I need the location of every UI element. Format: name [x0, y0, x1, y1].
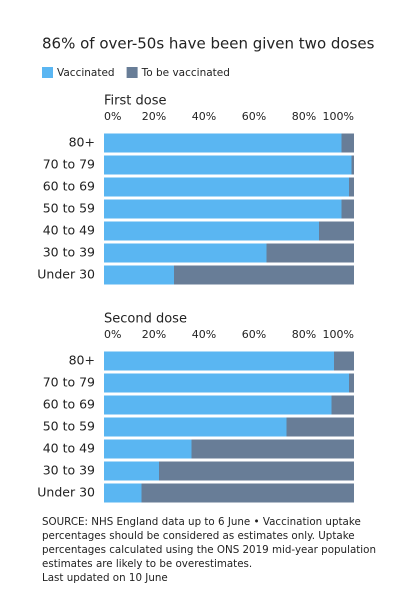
- bar-segment: [341, 133, 354, 153]
- x-tick-label: 20%: [142, 328, 166, 341]
- x-tick-label: 40%: [192, 328, 216, 341]
- bar-segment: [349, 373, 354, 393]
- bar-segment: [104, 439, 192, 459]
- category-label: 30 to 39: [43, 463, 95, 478]
- source-note: percentages should be considered as esti…: [42, 530, 355, 542]
- bar-segment: [104, 133, 342, 153]
- x-tick-label: 20%: [142, 110, 166, 123]
- x-tick-label: 100%: [323, 328, 354, 341]
- bar-segment: [159, 461, 354, 481]
- bar-segment: [191, 439, 354, 459]
- bar-segment: [104, 417, 287, 437]
- legend-label: Vaccinated: [57, 67, 115, 79]
- x-tick-label: 40%: [192, 110, 216, 123]
- bar-segment: [104, 373, 349, 393]
- source-note: estimates are likely to be overestimates…: [42, 558, 252, 570]
- category-label: Under 30: [37, 267, 95, 282]
- legend-swatch: [42, 67, 53, 78]
- category-label: 60 to 69: [43, 179, 95, 194]
- x-tick-label: 100%: [323, 110, 354, 123]
- legend-swatch: [126, 67, 138, 78]
- bar-segment: [104, 265, 174, 285]
- category-label: 50 to 59: [43, 201, 95, 216]
- bar-segment: [104, 483, 142, 503]
- bar-segment: [141, 483, 354, 503]
- category-label: 50 to 59: [43, 419, 95, 434]
- subtitle: Second dose: [104, 312, 187, 327]
- bar-segment: [341, 199, 354, 219]
- source-note: SOURCE: NHS England data up to 6 June • …: [42, 516, 361, 528]
- x-tick-label: 60%: [242, 110, 266, 123]
- bar-segment: [319, 221, 354, 241]
- bar-segment: [104, 351, 334, 371]
- source-note: Last updated on 10 June: [42, 572, 168, 584]
- category-label: Under 30: [37, 485, 95, 500]
- bar-segment: [104, 155, 352, 175]
- source-note: percentages calculated using the ONS 201…: [42, 544, 376, 556]
- legend-label: To be vaccinated: [141, 67, 230, 79]
- bar-segment: [104, 199, 342, 219]
- x-tick-label: 0%: [104, 110, 121, 123]
- bar-segment: [334, 351, 354, 371]
- category-label: 30 to 39: [43, 245, 95, 260]
- x-tick-label: 80%: [292, 328, 316, 341]
- x-tick-label: 0%: [104, 328, 121, 341]
- category-label: 60 to 69: [43, 397, 95, 412]
- bar-segment: [104, 221, 319, 241]
- bar-segment: [351, 155, 354, 175]
- x-tick-label: 60%: [242, 328, 266, 341]
- category-label: 80+: [69, 135, 95, 150]
- bar-segment: [104, 243, 267, 263]
- category-label: 40 to 49: [43, 441, 95, 456]
- bar-segment: [349, 177, 354, 197]
- bar-segment: [104, 461, 159, 481]
- category-label: 70 to 79: [43, 157, 95, 172]
- bar-segment: [174, 265, 354, 285]
- category-label: 40 to 49: [43, 223, 95, 238]
- x-tick-label: 80%: [292, 110, 316, 123]
- subtitle: First dose: [104, 94, 166, 109]
- category-label: 80+: [69, 353, 95, 368]
- chart-title: 86% of over-50s have been given two dose…: [42, 35, 375, 53]
- bar-segment: [104, 177, 349, 197]
- bar-segment: [286, 417, 354, 437]
- bar-segment: [104, 395, 332, 415]
- bar-segment: [331, 395, 354, 415]
- category-label: 70 to 79: [43, 375, 95, 390]
- bar-segment: [266, 243, 354, 263]
